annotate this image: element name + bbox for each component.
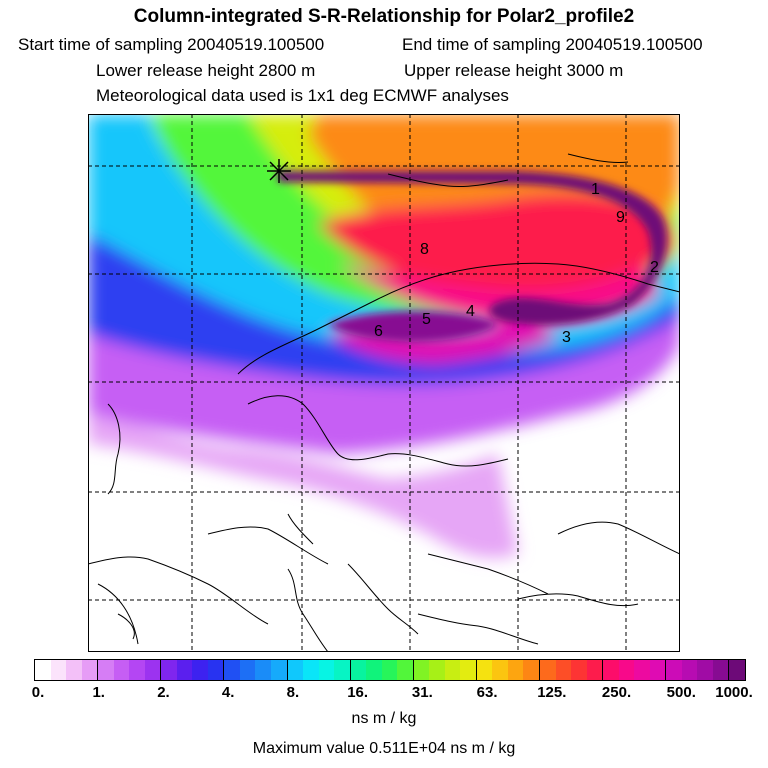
colorbar-cell [697,660,713,680]
colorbar-cell [460,660,476,680]
lower-height-label: Lower release height 2800 m [96,61,316,80]
colorbar-cell [97,660,114,680]
colorbar-cell [665,660,682,680]
colorbar-cell [349,660,367,680]
colorbar-cell [50,660,67,680]
colorbar-tick-label: 63. [476,684,498,701]
colorbar-cell [523,660,539,680]
graticule [88,114,680,652]
colorbar-cell [129,660,145,680]
colorbar-tick-label: 250. [601,684,632,701]
colorbar-cell [207,660,224,680]
colorbar-tick-label: 500. [666,684,696,701]
start-time-label: Start time of sampling 20040519.100500 [18,35,325,54]
traj-label-3: 3 [562,329,571,346]
colorbar-cell [397,660,413,680]
colorbar-cell [113,660,130,680]
colorbar-tick-label: 1000. [715,684,753,701]
colorbar-unit: ns m / kg [351,710,417,727]
traj-label-9: 9 [616,209,625,226]
colorbar-cell [475,660,493,680]
colorbar-tick-label: 31. [411,684,433,701]
traj-label-6: 6 [374,323,383,340]
colorbar-cell [239,660,256,680]
colorbar-cell [192,660,208,680]
colorbar-cell [381,660,398,680]
colorbar-cell [586,660,603,680]
colorbar-cell [318,660,335,680]
colorbar-cell [634,660,650,680]
colorbar-cell [81,660,98,680]
coastlines [88,153,680,652]
colorbar-cell [303,660,319,680]
colorbar-tick-label: 125. [537,684,567,701]
colorbar-cell [255,660,271,680]
colorbar-cell [334,660,350,680]
traj-label-2: 2 [650,259,659,276]
upper-height-label: Upper release height 3000 m [404,61,624,80]
colorbar-cell [270,660,287,680]
traj-label-1: 1 [591,181,600,198]
colorbar-tick-label: 2. [157,684,170,701]
trajectory-plume [278,171,667,342]
traj-label-4: 4 [466,303,475,320]
colorbar-cell [35,660,51,680]
colorbar-cell [144,660,161,680]
colorbar-cell [444,660,461,680]
colorbar-cell [286,660,304,680]
colorbar-tick-label: 1. [92,684,105,701]
colorbar-cell [728,660,745,680]
colorbar-cell [66,660,82,680]
map-panel: 1 9 8 2 6 5 4 3 [88,114,680,652]
trajectory-labels: 1 9 8 2 6 5 4 3 [374,181,659,346]
met-data-label: Meteorological data used is 1x1 deg ECMW… [96,86,509,105]
x-marker-icon [267,159,291,183]
traj-label-5: 5 [422,311,431,328]
map-frame [88,114,680,652]
colorbar-cell [602,660,619,680]
chart-title: Column-integrated S-R-Relationship for P… [133,6,635,27]
traj-label-8: 8 [420,241,429,258]
colorbar-cell [429,660,445,680]
max-value-label: Maximum value 0.511E+04 ns m / kg [252,740,516,757]
colorbar-tick-label: 0. [31,684,45,701]
colorbar-cell [160,660,177,680]
colorbar-cell [712,660,729,680]
colorbar-cell [366,660,382,680]
end-time-label: End time of sampling 20040519.100500 [402,35,703,54]
colorbar-cell [176,660,193,680]
colorbar [34,659,746,681]
colorbar-cell [412,660,430,680]
colorbar-tick-label: 4. [221,684,235,701]
colorbar-cell [223,660,240,680]
colorbar-cell [507,660,524,680]
colorbar-cell [539,660,556,680]
colorbar-cell [492,660,508,680]
colorbar-tick-label: 16. [347,684,369,701]
colorbar-cell [681,660,698,680]
colorbar-cell [618,660,635,680]
colorbar-tick-label: 8. [286,684,300,701]
colorbar-cell [571,660,587,680]
colorbar-cell [555,660,572,680]
colorbar-cell [649,660,666,680]
